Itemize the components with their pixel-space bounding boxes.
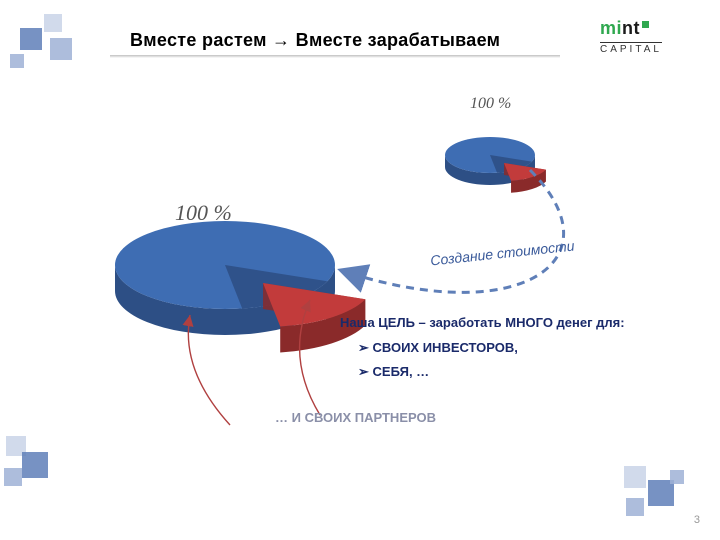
label-100-small: 100 % [470,95,511,113]
pie-chart-small [445,137,546,193]
goal-item-1: СВОИХ ИНВЕСТОРОВ, [358,340,625,356]
goal-block: Наша ЦЕЛЬ – заработать МНОГО денег для: … [340,315,625,388]
goal-heading: Наша ЦЕЛЬ – заработать МНОГО денег для: [340,315,625,330]
page-number: 3 [694,514,700,526]
goal-partners: … И СВОИХ ПАРТНЕРОВ [275,410,436,425]
label-100-big: 100 % [175,200,232,226]
goal-item-2: СЕБЯ, … [358,364,625,380]
pie-chart-big [115,221,365,352]
diagram-stage [0,0,720,540]
